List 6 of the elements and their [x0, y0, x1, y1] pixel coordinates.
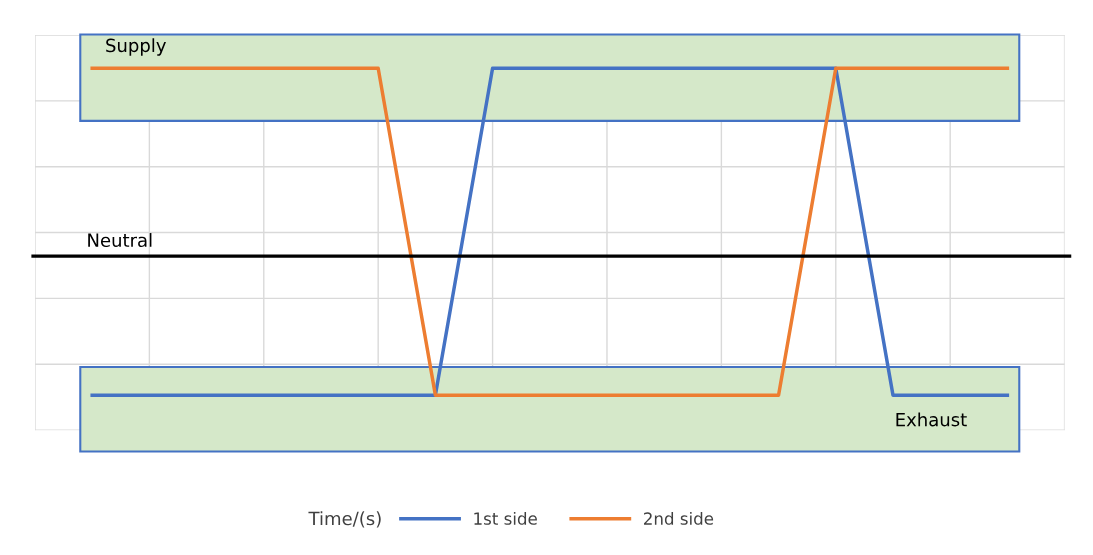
legend-label: 2nd side [644, 511, 714, 525]
band-label: Supply [106, 38, 166, 56]
text: Time/(s) [308, 511, 381, 528]
legend-label: 1st side [474, 511, 537, 525]
band-label: Exhaust [896, 412, 967, 427]
ref-line-label: Neutral [88, 233, 152, 248]
